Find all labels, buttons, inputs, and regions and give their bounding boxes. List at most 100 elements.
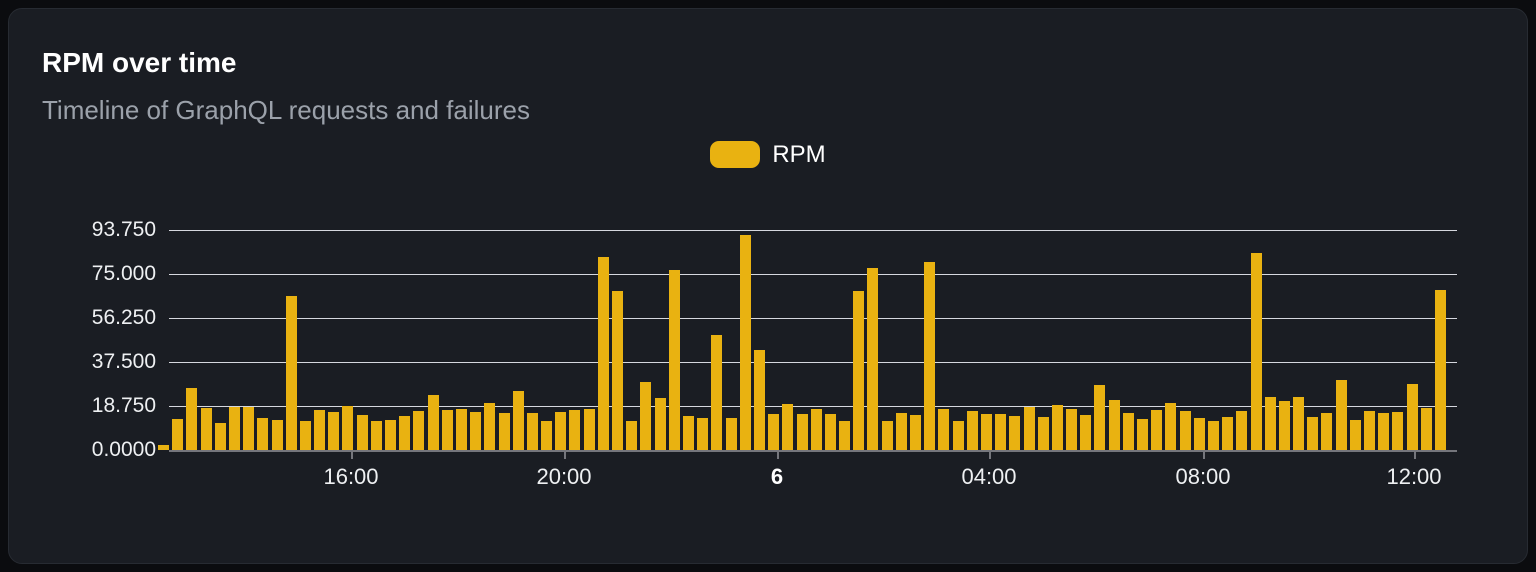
bar[interactable]	[882, 421, 893, 450]
bar[interactable]	[555, 412, 566, 450]
bar[interactable]	[612, 291, 623, 450]
bar[interactable]	[541, 421, 552, 450]
bar[interactable]	[243, 407, 254, 450]
bar[interactable]	[1038, 417, 1049, 450]
bar[interactable]	[513, 391, 524, 450]
bar[interactable]	[1251, 253, 1262, 450]
bar[interactable]	[413, 411, 424, 450]
y-tick-label: 75.000	[91, 262, 156, 285]
bar[interactable]	[1194, 418, 1205, 450]
bar[interactable]	[981, 414, 992, 450]
bar[interactable]	[1024, 407, 1035, 450]
bar[interactable]	[867, 268, 878, 450]
bar[interactable]	[726, 418, 737, 450]
bar[interactable]	[598, 257, 609, 450]
gridline	[169, 406, 1457, 407]
bar[interactable]	[385, 420, 396, 450]
bar[interactable]	[711, 335, 722, 450]
x-tick-label: 08:00	[1175, 464, 1231, 489]
bar[interactable]	[768, 414, 779, 450]
bar[interactable]	[428, 395, 439, 450]
bar[interactable]	[527, 413, 538, 450]
bar[interactable]	[1208, 421, 1219, 450]
bar[interactable]	[442, 410, 453, 450]
bar[interactable]	[740, 235, 751, 450]
bar[interactable]	[754, 350, 765, 450]
bar[interactable]	[1094, 385, 1105, 450]
bar[interactable]	[1293, 397, 1304, 450]
bar[interactable]	[1350, 420, 1361, 450]
bar[interactable]	[1435, 290, 1446, 450]
bar[interactable]	[782, 404, 793, 450]
bar[interactable]	[1279, 401, 1290, 450]
x-tick	[777, 452, 779, 459]
bar[interactable]	[1066, 409, 1077, 450]
bar[interactable]	[839, 421, 850, 450]
bar[interactable]	[1080, 415, 1091, 450]
bar[interactable]	[328, 412, 339, 450]
bar[interactable]	[953, 421, 964, 450]
bar[interactable]	[1421, 408, 1432, 450]
bar[interactable]	[1109, 400, 1120, 450]
bar[interactable]	[655, 398, 666, 450]
x-tick	[1203, 452, 1205, 459]
x-tick	[351, 452, 353, 459]
x-tick-label: 20:00	[536, 464, 592, 489]
bar[interactable]	[1222, 417, 1233, 450]
bar[interactable]	[910, 415, 921, 450]
bar[interactable]	[158, 445, 169, 450]
bar[interactable]	[1151, 410, 1162, 450]
bar[interactable]	[1180, 411, 1191, 450]
bar[interactable]	[1123, 413, 1134, 450]
bar[interactable]	[967, 411, 978, 450]
bar[interactable]	[499, 413, 510, 450]
bar[interactable]	[924, 262, 935, 450]
bar[interactable]	[995, 414, 1006, 450]
bar[interactable]	[314, 410, 325, 450]
bar[interactable]	[357, 415, 368, 450]
bar[interactable]	[640, 382, 651, 450]
bar[interactable]	[257, 418, 268, 450]
bar[interactable]	[484, 403, 495, 450]
bar[interactable]	[300, 421, 311, 450]
bar[interactable]	[569, 410, 580, 450]
bar[interactable]	[896, 413, 907, 450]
x-axis-line	[169, 450, 1457, 452]
bar[interactable]	[1364, 411, 1375, 450]
bar[interactable]	[1307, 417, 1318, 450]
bar[interactable]	[683, 416, 694, 450]
bar[interactable]	[286, 296, 297, 450]
bar[interactable]	[1336, 380, 1347, 450]
bar[interactable]	[1407, 384, 1418, 450]
bar[interactable]	[186, 388, 197, 450]
bar[interactable]	[272, 420, 283, 450]
bar[interactable]	[1165, 403, 1176, 450]
bar[interactable]	[1009, 416, 1020, 450]
bar[interactable]	[1378, 413, 1389, 450]
bar[interactable]	[811, 409, 822, 450]
bar[interactable]	[1137, 419, 1148, 450]
bar[interactable]	[1265, 397, 1276, 450]
bar[interactable]	[456, 409, 467, 450]
bar[interactable]	[669, 270, 680, 450]
bar[interactable]	[626, 421, 637, 450]
bar[interactable]	[1392, 412, 1403, 450]
bar[interactable]	[399, 416, 410, 450]
bar[interactable]	[853, 291, 864, 450]
bar[interactable]	[1321, 413, 1332, 450]
bar[interactable]	[797, 414, 808, 450]
bar[interactable]	[938, 409, 949, 450]
bar[interactable]	[342, 406, 353, 450]
legend-item-rpm[interactable]: RPM	[710, 140, 826, 168]
bar[interactable]	[215, 423, 226, 450]
bar[interactable]	[172, 419, 183, 450]
bar[interactable]	[371, 421, 382, 450]
bar[interactable]	[825, 414, 836, 450]
bar[interactable]	[1052, 405, 1063, 450]
bar[interactable]	[470, 412, 481, 450]
bar[interactable]	[201, 408, 212, 450]
bar[interactable]	[697, 418, 708, 450]
bar[interactable]	[1236, 411, 1247, 450]
bar[interactable]	[584, 409, 595, 450]
bar[interactable]	[229, 407, 240, 450]
